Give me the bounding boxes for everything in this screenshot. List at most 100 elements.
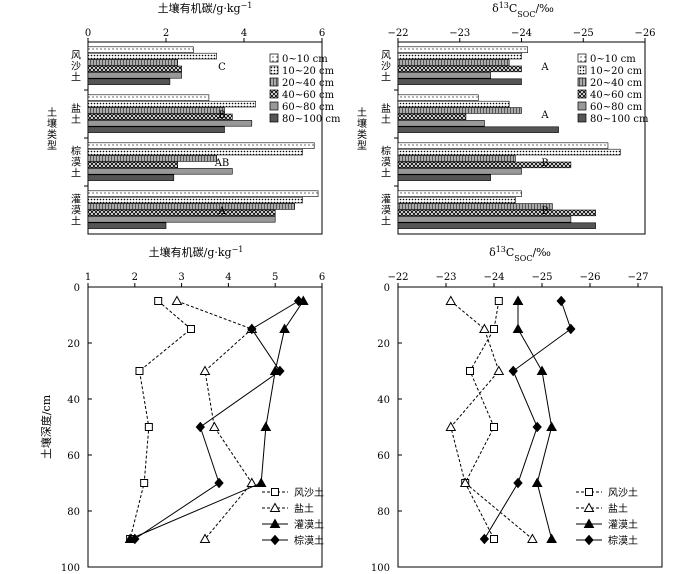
bar: [397, 148, 621, 156]
point-marker-diamond: [275, 365, 285, 377]
plot-frame: [87, 286, 323, 568]
bar: [87, 148, 303, 156]
bar: [397, 78, 522, 85]
x-tick-label: −26: [579, 272, 600, 283]
y-axis-label: 土壤类型: [357, 106, 367, 152]
point-marker-triangle-open: [199, 533, 211, 543]
bar: [87, 78, 171, 85]
series-triangle-filled: [124, 295, 309, 543]
bar: [87, 216, 276, 223]
bar: [87, 161, 178, 169]
point-marker-triangle-filled: [546, 533, 557, 543]
x-tick-label: −22: [387, 28, 408, 39]
significance-letter: C: [218, 62, 226, 73]
point-marker-diamond: [195, 421, 205, 433]
bar: [87, 142, 315, 149]
bar: [87, 155, 217, 162]
y-axis-label: 土壤类型: [47, 106, 57, 152]
bar: [87, 190, 319, 197]
y-tick-label: 60: [377, 451, 390, 462]
point-marker-square: [490, 535, 498, 543]
point-marker-square: [154, 297, 163, 305]
point-marker-diamond: [247, 323, 257, 335]
y-tick-label: 0: [384, 283, 390, 294]
bar: [397, 107, 522, 114]
bar: [397, 94, 479, 101]
bar: [397, 52, 522, 60]
bar: [397, 174, 491, 181]
point-marker-diamond: [532, 421, 542, 433]
bar: [87, 100, 256, 108]
x-tick-label: 4: [241, 28, 247, 39]
legend-label: 40~60 cm: [590, 90, 643, 101]
y-axis-label-depth: 土壤深度/cm: [39, 394, 53, 459]
bar: [87, 113, 233, 121]
bar: [397, 209, 596, 217]
point-marker-triangle-filled: [279, 323, 290, 333]
legend-label: 20~40 cm: [282, 78, 335, 89]
legend-item: 盐土: [262, 502, 314, 515]
y-tick-label: 20: [377, 339, 390, 350]
point-marker-square: [271, 488, 279, 496]
bar: [397, 216, 572, 223]
bar: [87, 174, 175, 181]
y-tick-label: 80: [377, 507, 390, 518]
point-marker-triangle-filled: [546, 421, 557, 431]
legend-item: 灌漠土: [576, 518, 638, 531]
category-label: 棕漠土: [381, 145, 391, 180]
point-marker-diamond: [214, 477, 224, 489]
category-label: 风沙土: [71, 50, 81, 84]
chart-title-d13c: δ13CSOC/‰: [492, 1, 554, 19]
series-triangle-open: [445, 295, 538, 543]
bar: [87, 126, 225, 133]
legend-label: 盐土: [294, 502, 314, 515]
significance-letter: A: [540, 62, 549, 73]
bar: [397, 65, 522, 73]
bar: [87, 65, 182, 73]
legend-swatch: [577, 53, 587, 63]
bar: [397, 168, 522, 175]
point-marker-triangle-open: [269, 502, 281, 512]
x-tick-label: 6: [319, 28, 325, 39]
legend-swatch: [269, 113, 279, 123]
x-tick-label: −24: [511, 28, 532, 39]
series-square-open: [461, 297, 503, 543]
point-marker-triangle-open: [445, 295, 457, 305]
bar: [87, 222, 167, 229]
series-line: [450, 300, 533, 540]
bar: [397, 222, 596, 229]
point-marker-diamond: [293, 295, 304, 307]
legend-swatch: [269, 101, 279, 111]
legend-label: 60~80 cm: [282, 102, 335, 113]
series-line: [134, 300, 299, 540]
point-marker-square: [490, 325, 498, 333]
point-marker-triangle-filled: [536, 365, 548, 375]
bar: [87, 94, 210, 101]
x-tick-label: −25: [531, 272, 552, 283]
point-marker-square: [494, 297, 503, 305]
category-label: 棕漠土: [71, 145, 81, 180]
x-tick-label: 6: [319, 272, 325, 283]
x-tick-label: −26: [634, 28, 655, 39]
bar: [87, 72, 182, 79]
significance-letter: B: [218, 110, 225, 121]
point-marker-triangle-open: [445, 421, 457, 431]
x-tick-label: 2: [163, 28, 169, 39]
point-marker-diamond: [513, 477, 523, 489]
legend-label: 风沙土: [608, 486, 638, 499]
x-tick-label: −23: [449, 28, 470, 39]
legend-swatch: [577, 65, 587, 75]
point-marker-triangle-open: [171, 295, 183, 305]
point-marker-diamond: [584, 534, 594, 546]
y-tick-label: 100: [61, 563, 80, 574]
point-marker-triangle-filled: [531, 477, 543, 487]
bar: [397, 72, 491, 79]
legend-item: 灌漠土: [262, 518, 324, 531]
bar: [87, 120, 253, 127]
bar: [87, 168, 233, 175]
x-tick-label: 0: [85, 28, 91, 39]
x-tick-label: −23: [435, 272, 456, 283]
point-marker-diamond: [270, 534, 280, 546]
plot-frame: [397, 286, 663, 568]
